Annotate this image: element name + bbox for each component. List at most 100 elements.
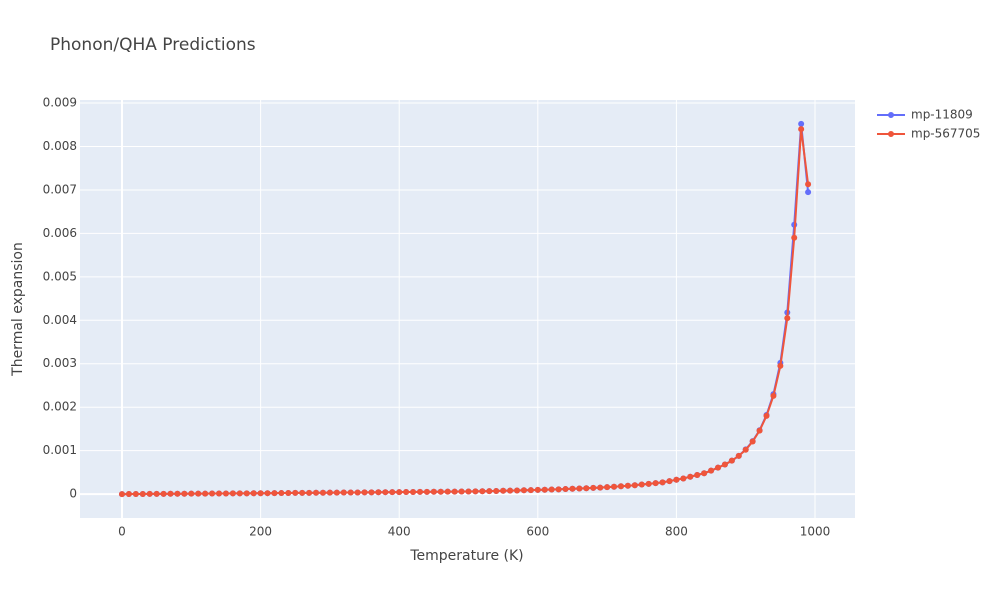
y-tick-label: 0.004 bbox=[43, 313, 77, 327]
marker bbox=[520, 487, 527, 494]
legend-marker bbox=[888, 131, 894, 137]
marker bbox=[285, 490, 292, 497]
marker bbox=[382, 489, 389, 496]
marker bbox=[188, 490, 195, 497]
marker bbox=[361, 489, 368, 496]
x-tick-label: 400 bbox=[388, 525, 411, 539]
marker bbox=[493, 487, 500, 494]
marker bbox=[673, 476, 680, 483]
marker bbox=[687, 473, 694, 480]
marker bbox=[416, 488, 423, 495]
marker bbox=[167, 490, 174, 497]
chart-title: Phonon/QHA Predictions bbox=[50, 35, 256, 55]
marker bbox=[631, 482, 638, 489]
x-tick-label: 1000 bbox=[800, 525, 831, 539]
marker bbox=[590, 484, 597, 491]
marker bbox=[583, 485, 590, 492]
marker bbox=[139, 490, 146, 497]
marker bbox=[292, 489, 299, 496]
marker bbox=[146, 490, 153, 497]
marker bbox=[222, 490, 229, 497]
marker bbox=[437, 488, 444, 495]
marker bbox=[271, 490, 278, 497]
series-line bbox=[121, 128, 810, 496]
marker bbox=[728, 457, 735, 464]
marker bbox=[423, 488, 430, 495]
marker bbox=[770, 392, 777, 399]
y-tick-label: 0.003 bbox=[43, 356, 77, 370]
marker bbox=[756, 427, 763, 434]
marker bbox=[694, 471, 701, 478]
x-tick-label: 0 bbox=[118, 525, 126, 539]
marker bbox=[777, 362, 784, 369]
marker bbox=[451, 488, 458, 495]
marker bbox=[209, 490, 216, 497]
marker bbox=[805, 181, 812, 188]
marker bbox=[721, 461, 728, 468]
marker bbox=[430, 488, 437, 495]
marker bbox=[714, 464, 721, 471]
marker bbox=[125, 491, 132, 498]
marker bbox=[264, 490, 271, 497]
marker bbox=[798, 126, 805, 133]
marker bbox=[396, 489, 403, 496]
marker bbox=[701, 470, 708, 477]
marker bbox=[347, 489, 354, 496]
marker bbox=[195, 490, 202, 497]
marker bbox=[160, 490, 167, 497]
marker bbox=[278, 490, 285, 497]
marker bbox=[576, 485, 583, 492]
marker bbox=[555, 486, 562, 493]
marker bbox=[319, 489, 326, 496]
y-tick-label: 0.008 bbox=[43, 139, 77, 153]
marker bbox=[798, 120, 805, 127]
marker bbox=[340, 489, 347, 496]
marker bbox=[486, 488, 493, 495]
x-tick-label: 800 bbox=[665, 525, 688, 539]
marker bbox=[659, 479, 666, 486]
marker bbox=[216, 490, 223, 497]
marker bbox=[534, 486, 541, 493]
marker bbox=[597, 484, 604, 491]
marker bbox=[403, 489, 410, 496]
marker bbox=[500, 487, 507, 494]
marker bbox=[465, 488, 472, 495]
marker bbox=[548, 486, 555, 493]
marker bbox=[472, 488, 479, 495]
marker bbox=[708, 467, 715, 474]
y-tick-label: 0 bbox=[69, 487, 77, 501]
marker bbox=[562, 486, 569, 493]
marker bbox=[257, 490, 264, 497]
legend-label: mp-11809 bbox=[911, 108, 973, 122]
marker bbox=[243, 490, 250, 497]
marker bbox=[250, 490, 257, 497]
marker bbox=[174, 490, 181, 497]
marker bbox=[444, 488, 451, 495]
marker bbox=[784, 315, 791, 322]
marker bbox=[458, 488, 465, 495]
marker bbox=[735, 452, 742, 459]
y-tick-label: 0.002 bbox=[43, 400, 77, 414]
marker bbox=[354, 489, 361, 496]
marker bbox=[375, 489, 382, 496]
marker bbox=[118, 491, 125, 498]
marker bbox=[389, 489, 396, 496]
y-tick-label: 0.007 bbox=[43, 182, 77, 196]
marker bbox=[527, 487, 534, 494]
marker bbox=[749, 438, 756, 445]
y-tick-label: 0.009 bbox=[43, 96, 77, 110]
marker bbox=[202, 490, 209, 497]
marker bbox=[680, 475, 687, 482]
marker bbox=[153, 490, 160, 497]
marker bbox=[624, 482, 631, 489]
marker bbox=[791, 234, 798, 241]
marker bbox=[507, 487, 514, 494]
marker bbox=[666, 478, 673, 485]
marker bbox=[611, 483, 618, 490]
marker bbox=[763, 412, 770, 419]
marker bbox=[645, 480, 652, 487]
marker bbox=[652, 480, 659, 487]
marker bbox=[479, 488, 486, 495]
marker bbox=[569, 485, 576, 492]
